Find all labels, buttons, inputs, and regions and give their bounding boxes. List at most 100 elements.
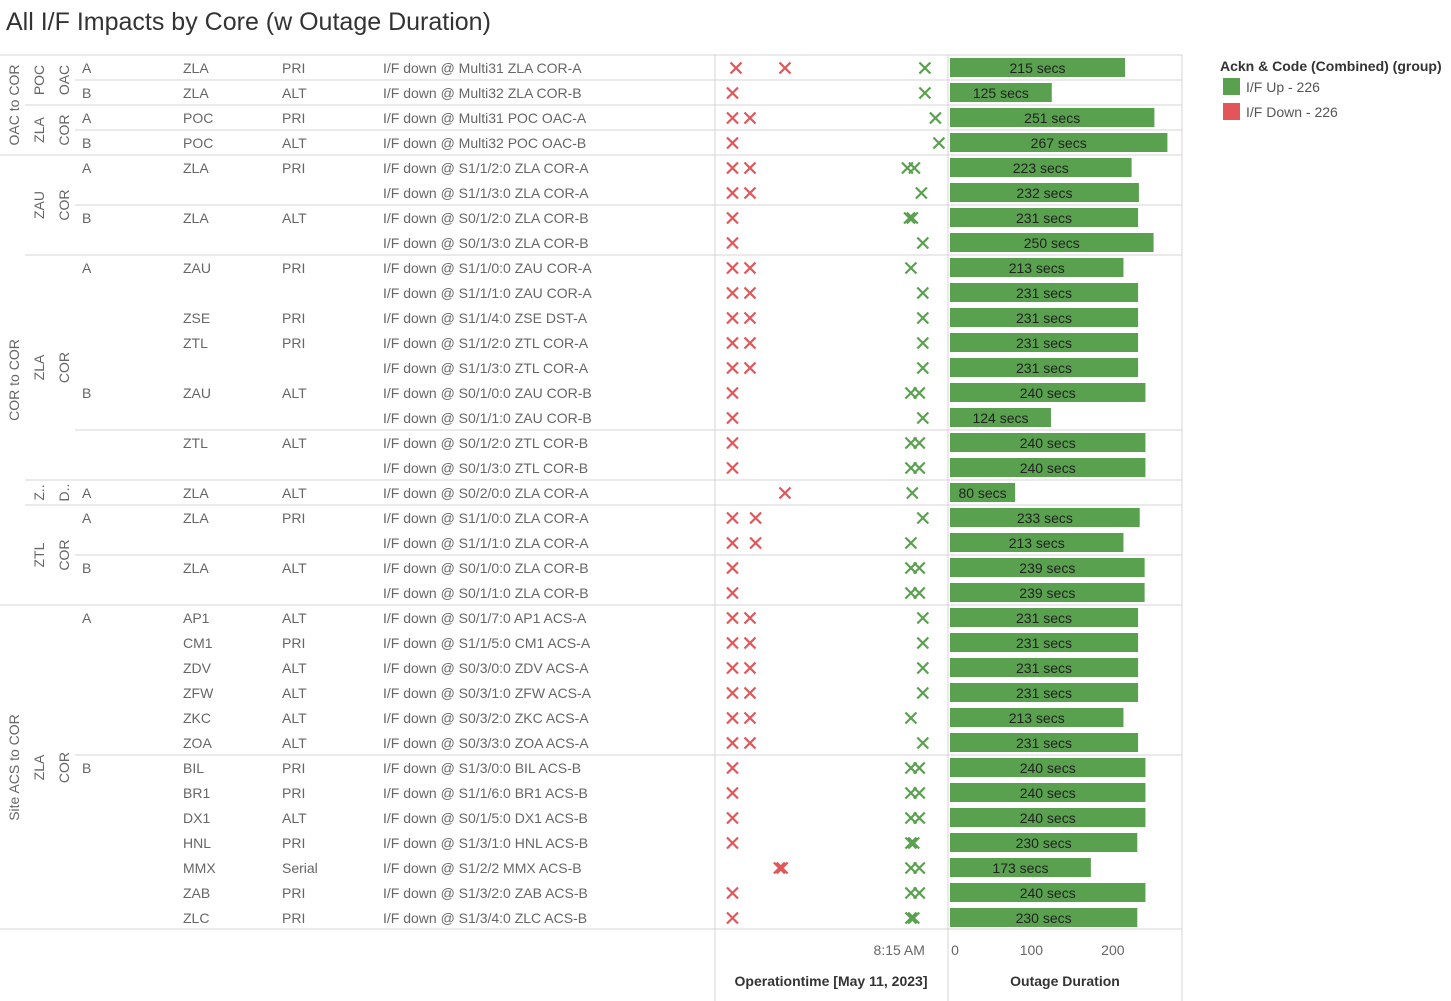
duration-bar-label: 240 secs xyxy=(1020,885,1076,901)
type-cell: PRI xyxy=(282,260,305,276)
if-down-mark xyxy=(726,386,739,400)
legend-title: Ackn & Code (Combined) (group) xyxy=(1220,58,1442,74)
if-up-mark xyxy=(929,111,942,125)
duration-bar xyxy=(950,883,1146,902)
side-cell: B xyxy=(82,560,91,576)
duration-bar-label: 251 secs xyxy=(1024,110,1080,126)
site-cell: MMX xyxy=(183,860,216,876)
if-down-mark xyxy=(743,611,757,625)
if-up-mark xyxy=(916,236,930,250)
if-up-mark xyxy=(907,836,920,850)
if-down-mark xyxy=(726,686,739,700)
group-label: COR to COR xyxy=(6,339,22,421)
if-up-mark xyxy=(913,761,926,775)
interface-cell: I/F down @ Multi31 ZLA COR-A xyxy=(383,60,582,76)
duration-bar xyxy=(950,658,1139,677)
site-cell: HNL xyxy=(183,835,211,851)
side-cell: B xyxy=(82,760,91,776)
site-cell: ZLC xyxy=(183,910,209,926)
duration-bar xyxy=(950,608,1139,627)
side-cell: B xyxy=(82,210,91,226)
site-cell: ZLA xyxy=(183,560,209,576)
legend-item-down[interactable]: I/F Down - 226 xyxy=(1220,99,1442,124)
duration-bar xyxy=(950,708,1124,727)
if-down-mark xyxy=(726,311,739,325)
core-label: COR xyxy=(56,352,72,383)
type-cell: PRI xyxy=(282,110,305,126)
duration-bar xyxy=(950,533,1124,552)
interface-cell: I/F down @ S0/1/1:0 ZLA COR-B xyxy=(383,585,589,601)
duration-bar xyxy=(950,208,1139,227)
duration-bar-label: 231 secs xyxy=(1016,335,1072,351)
if-up-mark xyxy=(916,511,930,525)
interface-cell: I/F down @ S0/1/5:0 DX1 ACS-B xyxy=(383,810,588,826)
type-cell: PRI xyxy=(282,60,305,76)
type-cell: PRI xyxy=(282,335,305,351)
if-down-mark xyxy=(726,911,739,925)
interface-cell: I/F down @ S0/1/0:0 ZLA COR-B xyxy=(383,560,589,576)
if-up-mark xyxy=(913,886,926,900)
side-cell: A xyxy=(82,485,92,501)
duration-bar-label: 213 secs xyxy=(1009,710,1065,726)
site-cell: ZFW xyxy=(183,685,214,701)
type-cell: ALT xyxy=(282,810,307,826)
interface-cell: I/F down @ S1/1/4:0 ZSE DST-A xyxy=(383,310,588,326)
interface-cell: I/F down @ S1/1/5:0 CM1 ACS-A xyxy=(383,635,591,651)
duration-bar-label: 240 secs xyxy=(1020,460,1076,476)
site-cell: ZLA xyxy=(183,210,209,226)
if-up-mark xyxy=(916,361,930,375)
if-down-mark xyxy=(726,411,739,425)
core-label: COR xyxy=(56,752,72,783)
duration-axis-tick: 100 xyxy=(1020,942,1044,958)
duration-bar xyxy=(950,758,1146,777)
duration-bar-label: 240 secs xyxy=(1020,760,1076,776)
duration-bar xyxy=(950,283,1139,302)
if-down-mark xyxy=(749,511,762,525)
if-down-mark xyxy=(726,661,739,675)
if-up-mark xyxy=(916,336,930,350)
if-up-mark xyxy=(913,461,926,475)
if-down-mark xyxy=(726,86,739,100)
duration-bar xyxy=(950,183,1139,202)
duration-bar xyxy=(950,83,1052,102)
if-down-mark xyxy=(773,861,786,875)
type-cell: ALT xyxy=(282,610,307,626)
type-cell: PRI xyxy=(282,785,305,801)
duration-bar xyxy=(950,158,1132,177)
duration-bar xyxy=(950,258,1124,277)
if-up-mark xyxy=(916,636,930,650)
duration-bar xyxy=(950,358,1139,377)
side-cell: A xyxy=(82,510,92,526)
site-cell: ZLA xyxy=(183,485,209,501)
duration-bar-label: 231 secs xyxy=(1016,685,1072,701)
duration-bar xyxy=(950,508,1140,527)
side-cell: B xyxy=(82,385,91,401)
duration-bar xyxy=(950,58,1126,77)
if-down-mark xyxy=(743,111,757,125)
interface-cell: I/F down @ Multi32 ZLA COR-B xyxy=(383,85,582,101)
group-label: OAC to COR xyxy=(6,65,22,146)
interface-cell: I/F down @ S1/3/4:0 ZLC ACS-B xyxy=(383,910,587,926)
duration-bar xyxy=(950,408,1051,427)
duration-bar-label: 231 secs xyxy=(1016,635,1072,651)
if-up-mark xyxy=(908,161,921,175)
if-down-mark xyxy=(743,736,757,750)
if-down-mark xyxy=(743,286,757,300)
if-up-mark xyxy=(915,186,928,200)
interface-cell: I/F down @ S0/1/7:0 AP1 ACS-A xyxy=(383,610,587,626)
duration-bar xyxy=(950,833,1138,852)
interface-cell: I/F down @ S0/3/1:0 ZFW ACS-A xyxy=(383,685,592,701)
time-axis-title: Operationtime [May 11, 2023] xyxy=(735,973,928,989)
duration-bar-label: 231 secs xyxy=(1016,660,1072,676)
if-down-mark xyxy=(743,361,757,375)
duration-bar-label: 215 secs xyxy=(1010,60,1066,76)
side-cell: A xyxy=(82,60,92,76)
if-down-mark xyxy=(743,636,757,650)
duration-bar xyxy=(950,583,1145,602)
legend-item-up[interactable]: I/F Up - 226 xyxy=(1220,74,1442,99)
type-cell: PRI xyxy=(282,885,305,901)
site-cell: ZAU xyxy=(183,260,211,276)
if-up-mark xyxy=(916,611,930,625)
if-down-mark xyxy=(778,61,792,75)
if-up-mark xyxy=(913,861,926,875)
